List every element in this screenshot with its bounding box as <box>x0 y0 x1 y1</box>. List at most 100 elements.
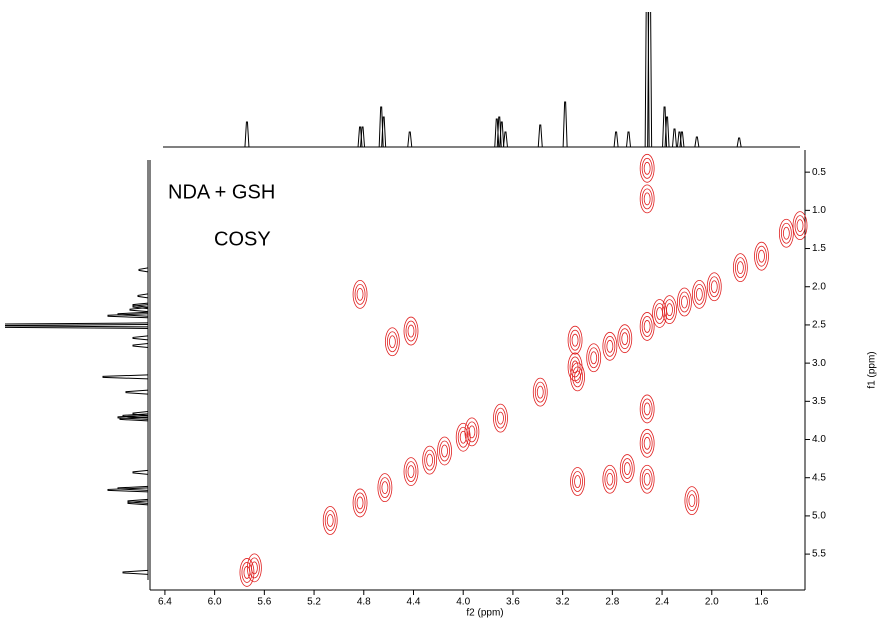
cross-peak <box>247 553 262 583</box>
x-tick-label: 2.4 <box>655 597 669 608</box>
projection-peak <box>117 311 149 317</box>
y-tick-label: 4.0 <box>812 434 826 445</box>
x-tick-label: 6.4 <box>158 597 172 608</box>
projection-peak <box>562 101 568 148</box>
projection-peak <box>626 131 632 148</box>
projection-peak <box>117 414 149 420</box>
projection-peak <box>117 485 149 491</box>
x-tick-label: 4.0 <box>456 597 470 608</box>
cross-peak <box>619 454 635 483</box>
x-tick-label: 4.8 <box>357 597 371 608</box>
cross-peak <box>639 394 655 424</box>
cross-peak <box>639 312 655 341</box>
cross-peak <box>754 241 769 271</box>
x-tick-label: 5.2 <box>307 597 321 608</box>
cross-peak <box>732 253 748 282</box>
cross-peak <box>684 486 700 515</box>
y-tick-label: 5.5 <box>812 549 826 560</box>
projection-peak <box>694 136 700 148</box>
cross-peak <box>403 457 419 486</box>
x-tick-label: 1.6 <box>755 597 769 608</box>
top-projection <box>244 12 742 148</box>
cross-peak <box>639 154 655 183</box>
cross-peak <box>377 473 393 502</box>
cross-peak <box>778 218 794 248</box>
projection-peak <box>613 131 619 148</box>
cross-peak <box>422 445 438 475</box>
x-tick-label: 3.6 <box>506 597 520 608</box>
cross-peak <box>322 506 338 535</box>
cross-peak <box>403 316 419 346</box>
y-tick-label: 0.5 <box>812 167 826 178</box>
cross-peak <box>532 377 548 407</box>
cross-peak <box>792 211 808 240</box>
cross-peak <box>586 343 602 373</box>
cross-peak <box>602 331 618 361</box>
cross-peak <box>639 429 655 458</box>
cross-peak <box>493 403 508 433</box>
projection-peak <box>381 116 387 148</box>
projection-peak <box>499 121 505 148</box>
cross-peak <box>662 295 677 324</box>
x-tick-label: 2.8 <box>605 597 619 608</box>
cross-peak <box>567 325 583 355</box>
cross-peak <box>464 417 480 447</box>
projection-peak <box>107 313 149 319</box>
projection-peak <box>125 389 149 395</box>
cross-peak <box>570 362 585 392</box>
projection-peak <box>502 131 508 148</box>
projection-peak <box>664 116 670 148</box>
cross-peak <box>677 287 692 317</box>
projection-peak <box>137 293 149 299</box>
cross-peak <box>639 464 655 494</box>
cross-peak <box>384 327 400 357</box>
y-tick-label: 2.5 <box>812 320 826 331</box>
x-tick-label: 6.0 <box>208 597 222 608</box>
cross-peak <box>570 467 585 496</box>
projection-peak <box>679 131 685 148</box>
projection-peak <box>244 121 250 148</box>
projection-peak <box>119 416 149 422</box>
left-projection <box>5 267 149 575</box>
projection-peak <box>127 500 149 506</box>
x-tick-label: 4.4 <box>407 597 421 608</box>
x-tick-label: 3.2 <box>556 597 570 608</box>
projection-peak <box>102 374 149 380</box>
projection-peak <box>5 323 149 329</box>
projection-peak <box>132 411 149 417</box>
projection-peak <box>671 128 677 148</box>
projection-peak <box>129 307 149 313</box>
cross-peak <box>602 464 618 494</box>
x-axis-label: f2 (ppm) <box>466 608 503 619</box>
projection-peak <box>647 12 653 148</box>
projection-peak <box>138 267 149 273</box>
annotation: NDA + GSH <box>168 181 275 203</box>
y-axis-label: f1 (ppm) <box>867 351 878 388</box>
projection-peak <box>132 304 149 310</box>
cross-peak <box>352 488 368 518</box>
projection-peak <box>736 137 742 148</box>
projection-peak <box>132 335 149 341</box>
y-tick-label: 4.5 <box>812 472 826 483</box>
projection-peak <box>360 126 366 148</box>
projection-peak <box>407 131 413 148</box>
y-tick-label: 3.5 <box>812 396 826 407</box>
y-tick-label: 3.0 <box>812 358 826 369</box>
cross-peak <box>352 280 368 309</box>
projection-peak <box>132 302 149 308</box>
projection-peak <box>5 322 149 328</box>
projection-peak <box>122 569 149 575</box>
cross-peak <box>617 324 633 354</box>
cross-peak <box>706 272 722 302</box>
cross-peak <box>455 422 471 452</box>
x-tick-label: 5.6 <box>257 597 271 608</box>
y-tick-label: 2.0 <box>812 281 826 292</box>
projection-peak <box>127 498 149 504</box>
contour-peaks <box>239 154 808 587</box>
y-tick-label: 1.5 <box>812 243 826 254</box>
projection-peak <box>132 469 149 475</box>
annotation: COSY <box>214 228 271 250</box>
x-tick-label: 2.0 <box>705 597 719 608</box>
projection-peak <box>107 487 149 493</box>
